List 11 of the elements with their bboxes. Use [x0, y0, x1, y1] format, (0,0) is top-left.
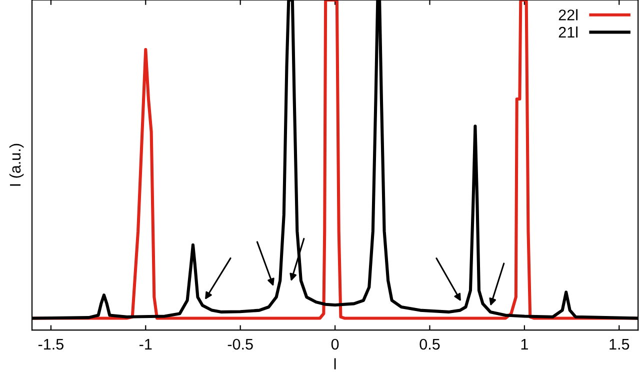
- x-tick-label: 0.5: [420, 338, 440, 350]
- x-tick-label: 1.5: [610, 339, 630, 350]
- x-axis-title: l: [334, 358, 336, 370]
- legend-label: 21l: [558, 26, 578, 38]
- legend-label: 22l: [558, 9, 578, 20]
- x-tick-label: 0: [331, 338, 339, 350]
- y-axis-title: I (a.u.): [9, 144, 24, 186]
- x-tick-label: 1: [521, 339, 528, 350]
- x-tick-label: -0.5: [228, 338, 253, 350]
- x-tick-label: -1: [140, 339, 152, 350]
- x-tick-label: -1.5: [38, 339, 64, 350]
